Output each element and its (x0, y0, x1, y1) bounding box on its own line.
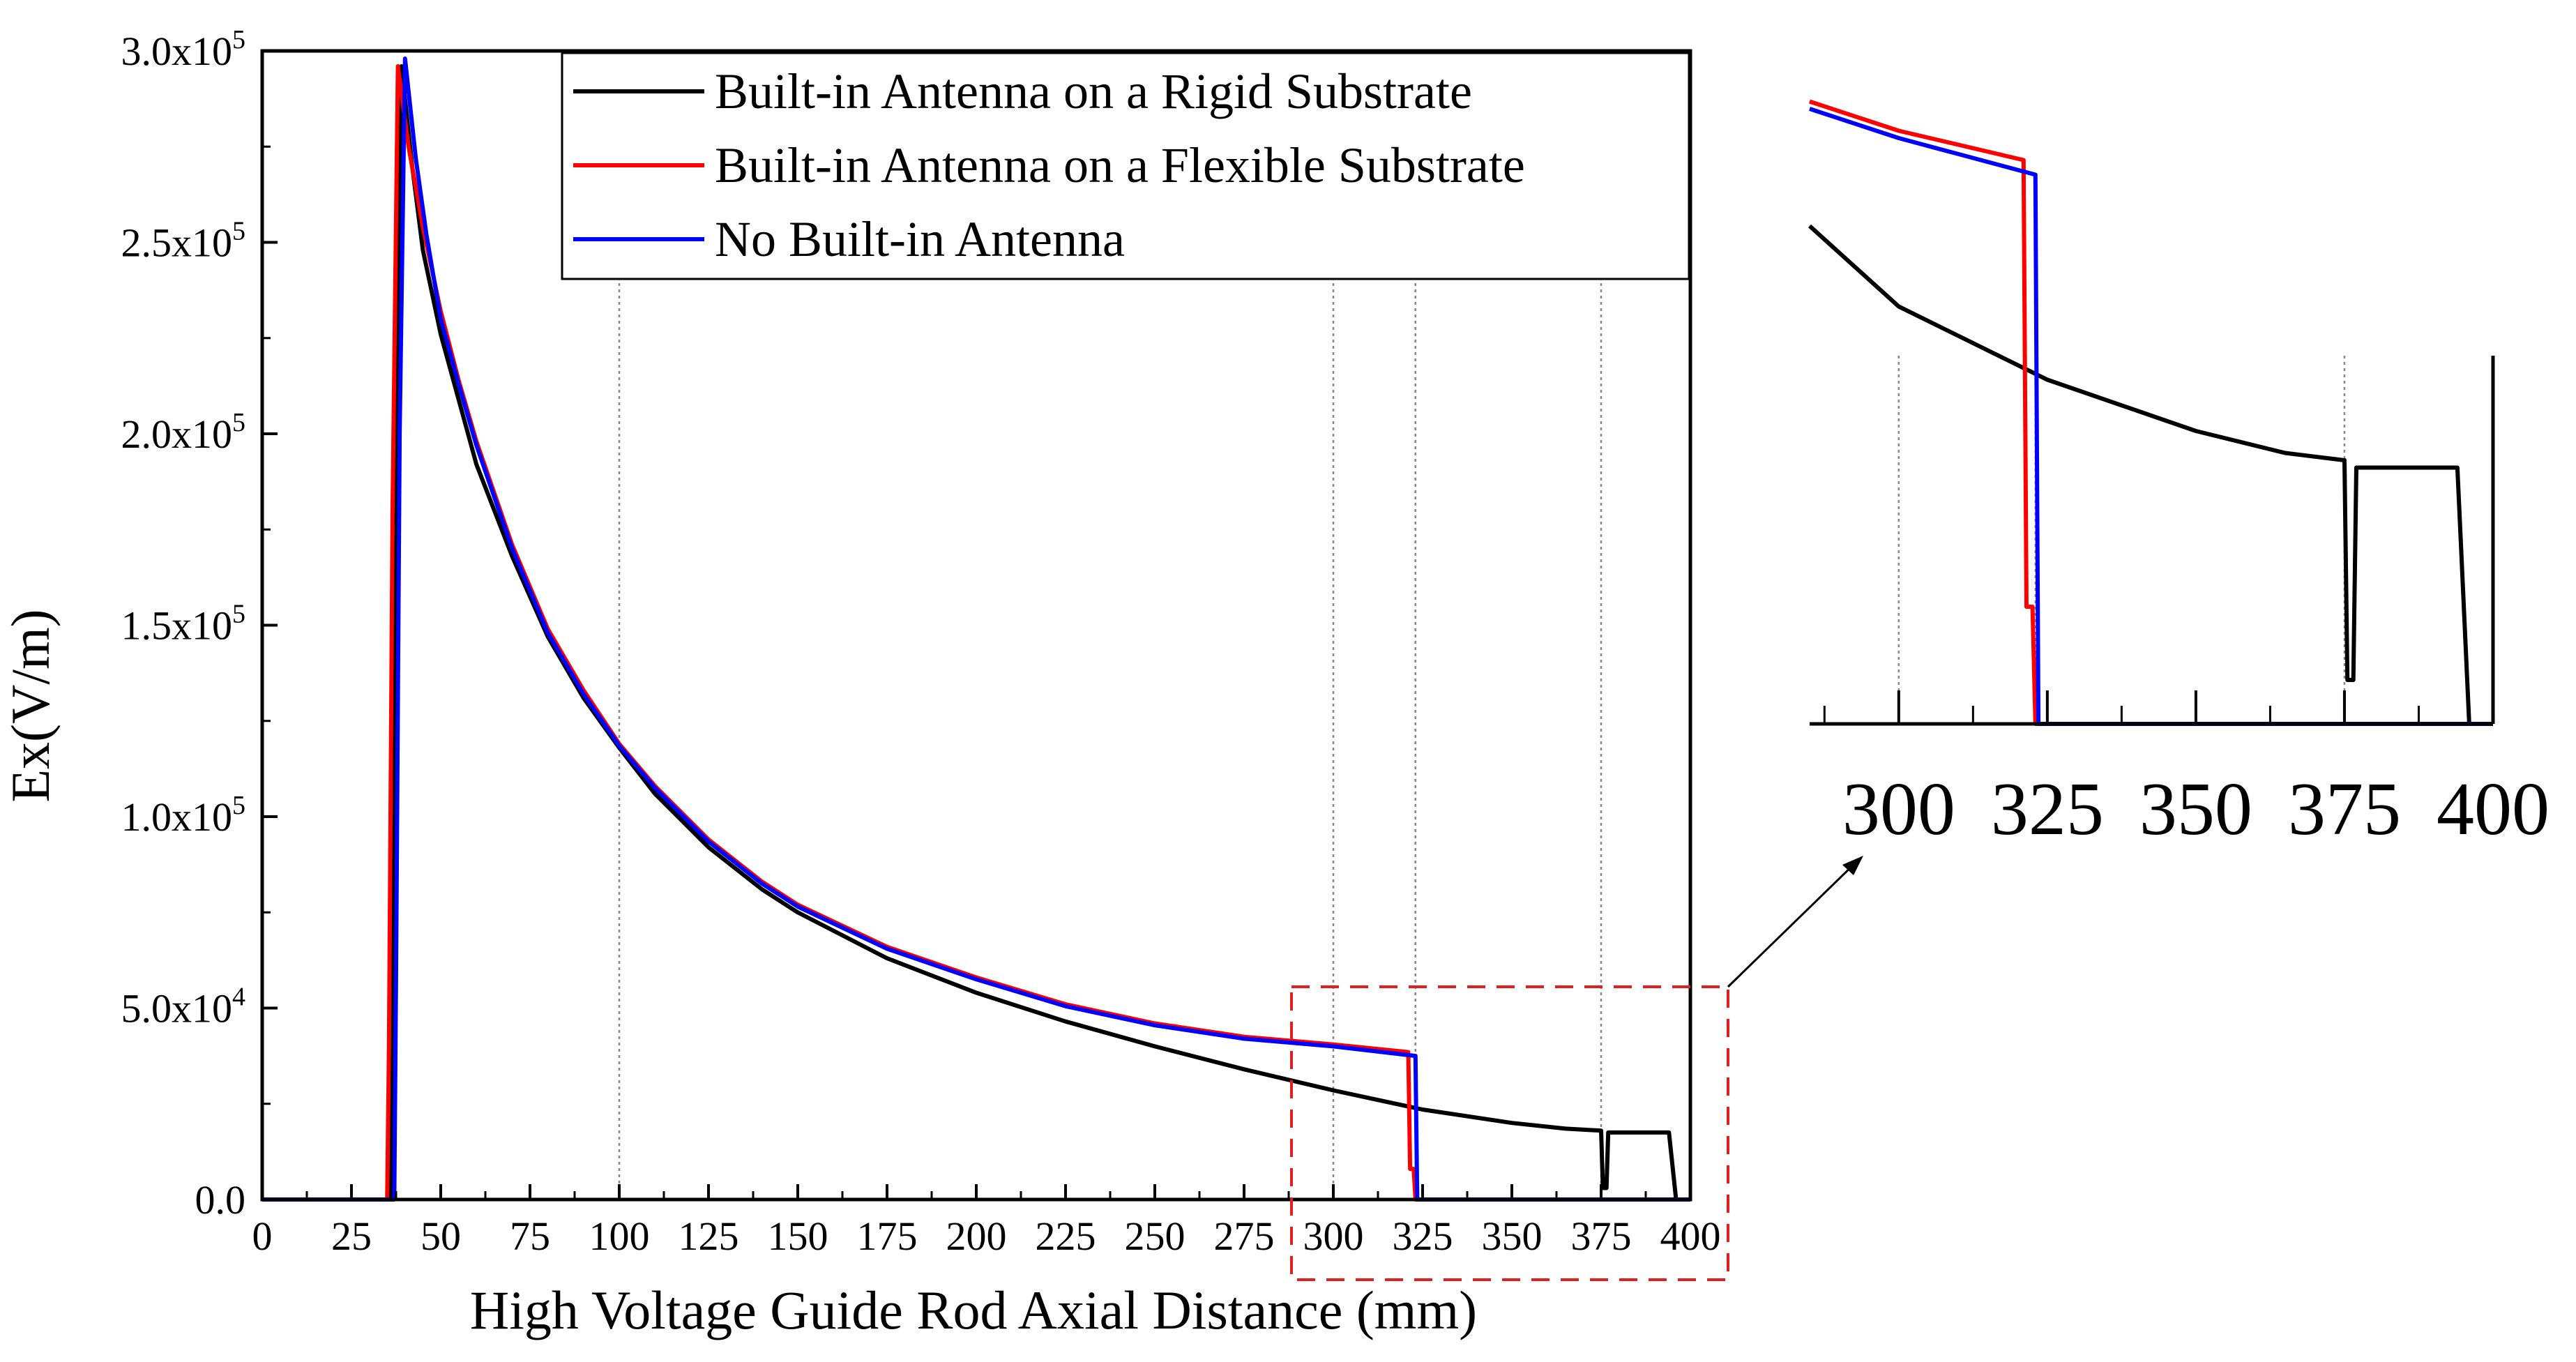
y-tick-label: 2.0x105 (121, 408, 246, 457)
main-series-group (262, 56, 1690, 1202)
main-y-axis: 0.0 5.0x104 1.0x105 1.5x105 2.0x105 2.5x105 3.… (121, 25, 278, 1223)
y-tick-label: 5.0x104 (121, 983, 246, 1031)
x-tick-label: 325 (1393, 1213, 1453, 1259)
legend-label-built-in-antenna-on-a-rigid-substrate: Built-in Antenna on a Rigid Substrate (715, 63, 1472, 119)
x-tick-label: 0 (252, 1213, 273, 1259)
x-axis-title: High Voltage Guide Rod Axial Distance (m… (470, 1280, 1477, 1340)
x-tick-label: 125 (679, 1213, 739, 1259)
inset-series-line-built-in-antenna-on-a-rigid-substrate (1808, 224, 2493, 726)
x-tick-label: 75 (510, 1213, 550, 1259)
x-tick-label: 150 (768, 1213, 828, 1259)
x-tick-label: 350 (1482, 1213, 1543, 1259)
inset-series-line-built-in-antenna-on-a-flexible-substrate (1809, 99, 2493, 726)
zoom-callout-arrowhead (1842, 856, 1863, 875)
y-tick-label: 3.0x105 (121, 25, 246, 74)
x-tick-label: 400 (1660, 1213, 1721, 1259)
x-tick-label: 200 (946, 1213, 1007, 1259)
x-tick-label: 375 (1571, 1213, 1632, 1259)
x-tick-label: 250 (1125, 1213, 1185, 1259)
x-tick-label: 50 (421, 1213, 461, 1259)
inset-x-tick-label: 375 (2288, 768, 2401, 851)
x-tick-label: 300 (1303, 1213, 1364, 1259)
zoom-callout-line (1727, 861, 1858, 988)
y-tick-label: 2.5x105 (121, 217, 246, 266)
inset-x-tick-label: 350 (2139, 768, 2252, 851)
y-tick-label: 0.0 (195, 1177, 246, 1223)
legend-label-no-built-in-antenna: No Built-in Antenna (715, 211, 1125, 267)
main-x-axis: 0 25 50 75 100 125 150 175 200 225 250 275 300 325 350… (252, 1184, 1721, 1259)
inset-x-tick-label: 300 (1842, 768, 1955, 851)
x-tick-label: 175 (857, 1213, 918, 1259)
y-tick-label: 1.0x105 (121, 791, 246, 840)
legend-box (561, 52, 1690, 280)
legend-label-built-in-antenna-on-a-flexible-substrate: Built-in Antenna on a Flexible Substrate (715, 137, 1525, 193)
x-tick-label: 100 (589, 1213, 650, 1259)
inset-gridlines (1897, 356, 2346, 724)
inset-x-tick-label: 400 (2437, 768, 2550, 851)
x-tick-label: 225 (1036, 1213, 1096, 1259)
y-axis-title: Ex(V/m) (0, 609, 61, 802)
x-tick-label: 275 (1214, 1213, 1275, 1259)
series-line-no-built-in-antenna (262, 56, 1690, 1202)
inset-x-tick-label: 325 (1991, 768, 2104, 851)
legend: Built-in Antenna on a Rigid Substrate Bui… (561, 52, 1690, 280)
inset-axes: 300 325 350 375 400 (1810, 356, 2550, 851)
zoom-region-box (1290, 985, 1729, 1281)
x-tick-label: 25 (331, 1213, 372, 1259)
inset-series-group (1808, 99, 2493, 726)
y-tick-label: 1.5x105 (121, 600, 246, 649)
